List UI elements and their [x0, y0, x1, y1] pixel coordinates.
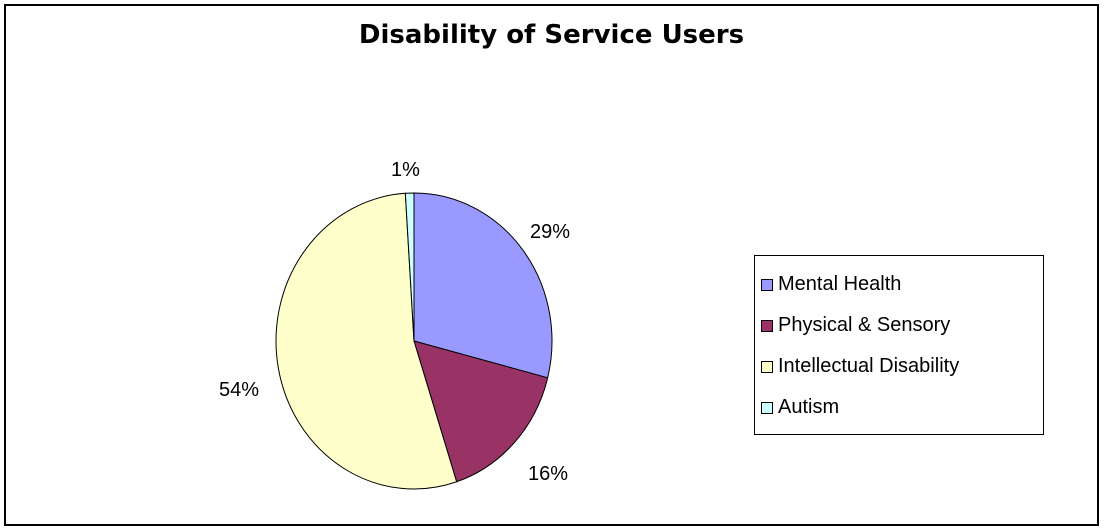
legend-label-autism: Autism: [778, 396, 840, 418]
legend-label-physical-sensory: Physical & Sensory: [778, 314, 951, 336]
pie-chart: 29% 16% 54% 1%: [219, 159, 570, 490]
data-label-mental-health: 29%: [530, 221, 570, 243]
pie-slice-autism: [404, 192, 415, 342]
pie-slice-physical-sensory: [413, 340, 549, 483]
chart-title: Disability of Service Users: [358, 20, 745, 50]
legend-item-mental-health: Mental Health: [761, 264, 1043, 305]
legend-swatch-physical-sensory: [761, 319, 773, 332]
legend-swatch-mental-health: [761, 278, 773, 291]
legend-label-mental-health: Mental Health: [778, 273, 902, 295]
legend-swatch-intellectual-disability: [761, 360, 773, 373]
pie-slice-intellectual-disability: [275, 192, 458, 490]
legend-label-intellectual-disability: Intellectual Disability: [778, 355, 960, 377]
pie-slice-mental-health: [413, 192, 553, 379]
legend: Mental Health Physical & Sensory Intelle…: [754, 255, 1044, 435]
data-label-intellectual-disability: 54%: [219, 379, 259, 401]
legend-item-autism: Autism: [761, 387, 1043, 428]
data-label-autism: 1%: [391, 159, 420, 181]
legend-item-intellectual-disability: Intellectual Disability: [761, 346, 1043, 387]
legend-item-physical-sensory: Physical & Sensory: [761, 305, 1043, 346]
data-label-physical-sensory: 16%: [528, 463, 568, 485]
chart-frame: Disability of Service Users 29% 16% 54% 1% …: [4, 4, 1099, 526]
legend-swatch-autism: [761, 401, 773, 414]
